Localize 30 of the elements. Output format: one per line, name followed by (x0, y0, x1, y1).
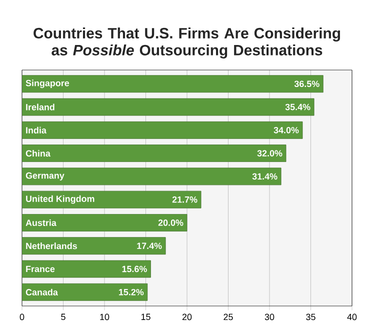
y-tick-label: United Kingdom (26, 195, 94, 204)
data-label: 15.6% (122, 266, 147, 272)
y-tick-label: Singapore (26, 80, 70, 88)
x-tick-label: 35 (306, 314, 316, 320)
data-label: 31.4% (252, 173, 278, 180)
y-tick-label: Netherlands (26, 242, 77, 250)
data-label: 36.5% (294, 80, 320, 88)
data-label: 32.0% (257, 150, 282, 156)
y-tick-label: Austria (26, 219, 56, 226)
chart-title: Countries That U.S. Firms Are Considering as Possible Outsourcing Destinations (34, 28, 340, 58)
y-tick-label: Canada (26, 288, 58, 296)
x-tick-label: 20 (182, 314, 192, 320)
y-tick-label: China (26, 150, 50, 157)
x-tick-label: 40 (347, 314, 357, 320)
data-label: 17.4% (137, 242, 162, 249)
data-label: 20.0% (158, 220, 184, 226)
x-tick-label: 0 (20, 314, 24, 320)
x-tick-label: 25 (224, 314, 233, 320)
data-label: 15.2% (119, 288, 144, 296)
x-tick-label: 5 (61, 314, 66, 320)
x-tick-label: 30 (264, 314, 274, 320)
y-tick-label: India (26, 126, 47, 134)
y-tick-label: France (26, 266, 55, 272)
y-tick-label: Germany (26, 172, 64, 180)
data-label: 34.0% (274, 126, 299, 134)
data-label: 21.7% (172, 196, 198, 203)
x-tick-label: 15 (141, 314, 150, 320)
x-tick-label: 10 (100, 314, 110, 320)
data-label: 35.4% (285, 104, 310, 110)
y-tick-label: Ireland (26, 104, 54, 110)
